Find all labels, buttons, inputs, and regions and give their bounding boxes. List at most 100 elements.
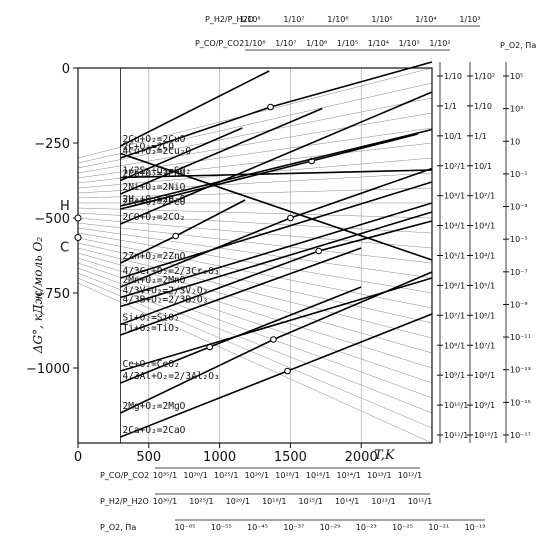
pO2-right-title: P_O2, Па	[500, 41, 536, 50]
reaction-label: 2Cu+O₂=2CuO	[122, 134, 185, 145]
y-axis-label: ΔG°, кДж/моль O₂	[31, 237, 45, 354]
top-scale-title: P_H2/P_H2O	[205, 15, 254, 24]
series-line	[120, 152, 433, 261]
bottom-scale-label: 10⁻²³	[356, 523, 377, 532]
bottom-scale-label: 10⁻²⁵	[392, 523, 413, 532]
reaction-label: 4/3B+O₂=2/3B₂O₃	[122, 295, 208, 306]
top-scale-label: 1/10⁴	[415, 15, 436, 24]
reaction-label: 2Pb+O₂=2PbO	[122, 169, 185, 180]
bottom-scale-label: 10⁻³⁷	[283, 523, 304, 532]
right-scale-label: 10/1	[444, 132, 462, 141]
right-scale-label: 10⁸/1	[444, 341, 465, 350]
grid-ray	[77, 222, 433, 264]
right-scale-label: 10⁸/1	[474, 371, 495, 380]
series-line	[120, 169, 433, 179]
plot-frame	[77, 67, 433, 444]
axes: 0 500 1000 1500 2000 0 −250 −500 −750 −1000 H C	[26, 62, 433, 465]
top-scale-label: 1/10⁶	[327, 15, 348, 24]
x-tick-label: 0	[74, 450, 82, 465]
transition-point	[315, 247, 323, 255]
grid-ray	[77, 267, 433, 399]
grid-ray	[77, 257, 433, 369]
grid-ray	[77, 272, 433, 414]
right-scale-label: 10⁴/1	[444, 222, 465, 231]
bottom-scale-label: 10³⁰/1	[183, 471, 207, 480]
bottom-scale-label: 10¹¹/1	[408, 497, 432, 506]
origin-point-h	[74, 214, 82, 222]
right-scale-label: 10⁻³	[510, 203, 528, 212]
grid-ray	[77, 172, 433, 194]
bottom-scale-label: 10¹⁴/1	[335, 497, 359, 506]
top-scale-label: 1/10²	[429, 39, 450, 48]
x-tick-label: 500	[136, 450, 161, 465]
top-scale-label: 1/10⁵	[371, 15, 392, 24]
reaction-label: 4/3V+O₂=2/3V₂O₃	[122, 286, 208, 297]
bottom-scale-label: 10¹³/1	[367, 471, 391, 480]
transition-point	[267, 103, 274, 111]
bottom-scale-label: 10²⁵/1	[189, 497, 213, 506]
right-scale-label: 10/1	[474, 162, 492, 171]
x-tick-label: 1000	[203, 450, 236, 465]
top-scale-label: 1/10³	[399, 39, 420, 48]
right-scale-label: 10⁻¹³	[510, 366, 531, 375]
reaction-label: 2Zn+O₂=2ZnO	[122, 251, 185, 262]
reaction-label: 2C+O₂=2CO	[122, 142, 174, 153]
reaction-label: 2Mn+O₂=2MnO	[122, 275, 185, 286]
transition-point	[284, 367, 291, 375]
right-scale-label: 1/1	[444, 102, 457, 111]
grid-ray	[77, 112, 433, 174]
grid-ray	[77, 262, 433, 384]
origin-point-c	[74, 234, 82, 241]
reaction-label: 4/3Al+O₂=2/3Al₂O₃	[122, 371, 219, 382]
grid-ray	[77, 82, 433, 164]
right-scale-label: 10⁶/1	[444, 281, 465, 290]
grid-ray	[77, 207, 433, 219]
right-scale-label: 10⁻¹⁷	[510, 431, 531, 440]
top-scale-label: 1/10⁷	[275, 39, 296, 48]
top-scale-label: 1/10⁸	[239, 15, 260, 24]
grid-ray	[77, 97, 433, 169]
right-scale-label: 10³/1	[444, 192, 465, 201]
grid-ray	[77, 247, 433, 339]
series-line	[120, 91, 433, 225]
reaction-label: Si+O₂=SiO₂	[122, 313, 179, 324]
right-scale-label: 10⁻¹	[510, 170, 528, 179]
reaction-label: Ti+O₂=TiO₂	[122, 323, 179, 334]
x-tick-label: 1500	[274, 450, 307, 465]
bottom-scale-label: 10¹⁸/1	[262, 497, 286, 506]
series-line	[120, 70, 270, 147]
right-scale-label: 10⁵/1	[474, 281, 495, 290]
reaction-label: 1/2S₂+O₂=SO₂	[122, 166, 191, 177]
bottom-scale-label: 10²⁰/1	[226, 497, 250, 506]
reaction-label: 2H₂+O₂=2H₂O	[122, 194, 185, 205]
grid-ray	[77, 232, 433, 294]
grid-ray	[77, 127, 433, 179]
bottom-scale-label: 10¹²/1	[371, 497, 395, 506]
reaction-label: 2CO+O₂=2CO₂	[122, 212, 185, 223]
right-scale-label: 10³/1	[474, 222, 495, 231]
bottom-scale-label: 10²⁵/1	[214, 471, 238, 480]
y-tick-label: −1000	[26, 362, 70, 377]
top-scale-title: P_CO/P_CO2	[195, 39, 244, 48]
right-scale-label: 10⁻¹¹	[510, 333, 531, 342]
grid-ray	[77, 227, 433, 279]
bottom-scale-label: 10⁻⁶⁵	[175, 523, 196, 532]
bottom-scale-label: 10⁻²¹	[428, 523, 449, 532]
bottom-scale-title: P_CO/P_CO2	[100, 471, 149, 480]
y-tick-label: 0	[62, 62, 70, 77]
bottom-scale-label: 10¹⁵/1	[299, 497, 323, 506]
x-axis-label: T,K	[374, 448, 396, 463]
right-scale-label: 10²/1	[474, 192, 495, 201]
right-scale-label: 10⁹/1	[444, 371, 465, 380]
series-line	[120, 211, 433, 308]
right-scale-label: 10⁵/1	[444, 252, 465, 261]
right-scale-label: 10²/1	[444, 162, 465, 171]
reaction-label: Ce+O₂=CeO₂	[122, 359, 179, 370]
y-tick-label: −250	[34, 137, 70, 152]
series-line	[120, 247, 362, 336]
reaction-label: 4Cu+O₂=2Cu₂O	[122, 146, 191, 157]
right-scale-label: 10¹⁰/1	[474, 431, 498, 440]
top-scale-label: 1/10⁷	[283, 15, 304, 24]
transition-point	[270, 336, 277, 343]
